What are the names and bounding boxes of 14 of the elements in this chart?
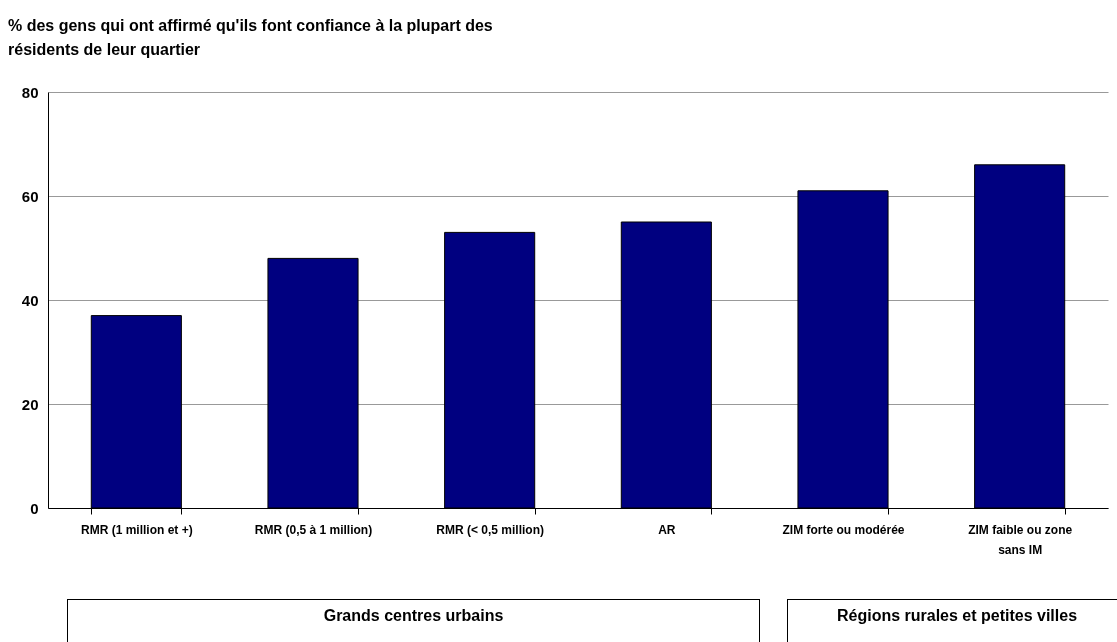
chart-title: % des gens qui ont affirmé qu'ils font confiance à la plupart des résidents de leur quartier (8, 16, 494, 60)
y-tick-label: 0 (30, 499, 39, 517)
y-tick-label: 20 (21, 395, 39, 413)
x-tick-label: AR (658, 522, 676, 537)
x-tick-label: RMR (< 0,5 million) (436, 522, 545, 537)
x-tick-label: ZIM faible ou zone sans IM (968, 522, 1073, 557)
x-tick-label: RMR (0,5 à 1 million) (254, 522, 373, 537)
text: Grands centres urbains (67, 599, 760, 642)
x-tick-label: RMR (1 million et +) (80, 522, 193, 537)
y-tick-label: 80 (21, 83, 39, 101)
y-tick-label: 40 (21, 291, 39, 309)
x-tick-label: ZIM forte ou modérée (782, 522, 905, 537)
text: Régions rurales et petites villes (787, 599, 1117, 642)
y-tick-label: 60 (21, 187, 39, 205)
